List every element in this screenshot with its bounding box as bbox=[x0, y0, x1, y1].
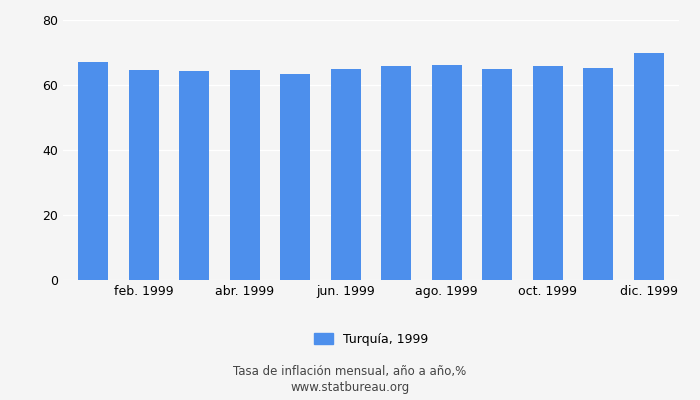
Text: Tasa de inflación mensual, año a año,%: Tasa de inflación mensual, año a año,% bbox=[233, 366, 467, 378]
Legend: Turquía, 1999: Turquía, 1999 bbox=[309, 328, 433, 351]
Bar bbox=[179, 71, 209, 280]
Bar bbox=[330, 69, 361, 280]
Bar bbox=[381, 66, 412, 280]
Bar bbox=[230, 70, 260, 280]
Bar bbox=[432, 64, 462, 280]
Bar bbox=[583, 68, 613, 280]
Bar bbox=[280, 74, 310, 280]
Bar bbox=[533, 66, 563, 280]
Text: www.statbureau.org: www.statbureau.org bbox=[290, 382, 410, 394]
Bar bbox=[129, 70, 159, 280]
Bar bbox=[78, 62, 108, 280]
Bar bbox=[634, 54, 664, 280]
Bar bbox=[482, 69, 512, 280]
